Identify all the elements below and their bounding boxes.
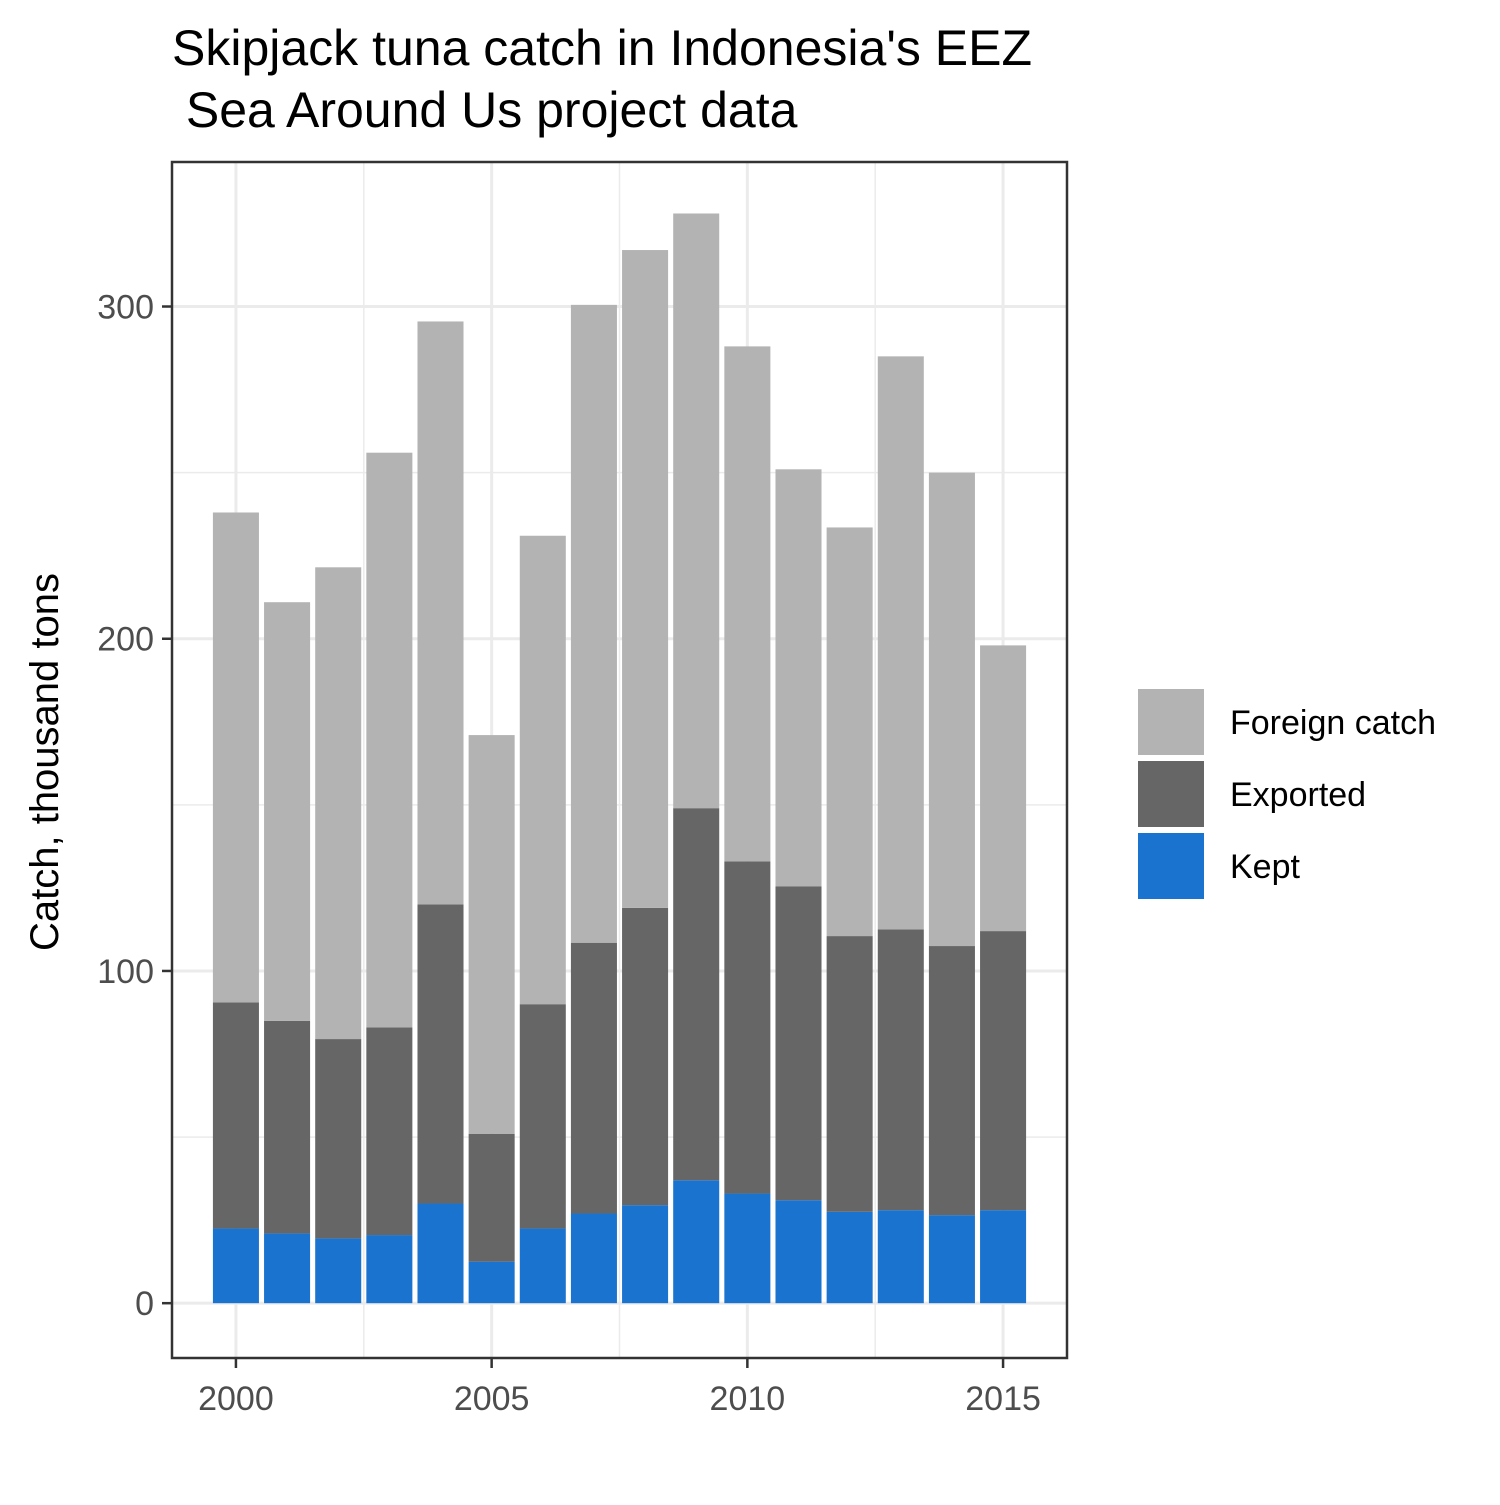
bar-exported-2007	[570, 942, 617, 1214]
x-tick-label-2015: 2015	[965, 1380, 1041, 1418]
x-tick-label-2000: 2000	[198, 1380, 274, 1418]
bar-kept-2008	[622, 1205, 669, 1304]
bar-kept-2010	[724, 1193, 771, 1304]
y-axis: 0 100 200 300	[97, 289, 172, 1323]
x-tick-label-2010: 2010	[710, 1380, 786, 1418]
chart-title: Skipjack tuna catch in Indonesia's EEZ S…	[172, 20, 1032, 138]
chart-title-line-2: Sea Around Us project data	[172, 82, 798, 138]
bar-exported-2013	[877, 929, 924, 1211]
bar-foreign-catch-2014	[928, 472, 975, 947]
bar-foreign-catch-2001	[264, 602, 311, 1021]
bar-kept-2004	[417, 1203, 464, 1304]
bar-kept-2007	[570, 1213, 617, 1304]
y-axis-title: Catch, thousand tons	[23, 573, 67, 951]
legend-label-foreign-catch: Foreign catch	[1230, 704, 1436, 742]
x-tick-label-2005: 2005	[454, 1380, 530, 1418]
legend-label-kept: Kept	[1230, 848, 1300, 886]
bar-foreign-catch-2000	[212, 512, 259, 1003]
bar-exported-2015	[980, 931, 1027, 1211]
bar-kept-2003	[366, 1235, 413, 1304]
bar-exported-2014	[928, 946, 975, 1216]
y-tick-label-300: 300	[97, 289, 154, 327]
legend-label-exported: Exported	[1230, 776, 1366, 814]
bar-kept-2001	[264, 1233, 311, 1304]
bar-kept-2011	[775, 1200, 822, 1304]
bar-kept-2015	[980, 1210, 1027, 1304]
bar-kept-2014	[928, 1215, 975, 1304]
bar-kept-2000	[212, 1228, 259, 1304]
bar-exported-2009	[673, 808, 720, 1181]
y-tick-label-200: 200	[97, 621, 154, 659]
legend-key-kept	[1138, 833, 1204, 899]
bar-foreign-catch-2008	[622, 250, 669, 908]
chart-title-line-1: Skipjack tuna catch in Indonesia's EEZ	[172, 20, 1032, 76]
bar-kept-2009	[673, 1180, 720, 1304]
legend-key-exported	[1138, 761, 1204, 827]
bar-exported-2010	[724, 861, 771, 1194]
bar-foreign-catch-2012	[826, 527, 873, 937]
y-tick-label-0: 0	[135, 1285, 154, 1323]
bar-exported-2001	[264, 1020, 311, 1234]
bar-foreign-catch-2013	[877, 356, 924, 930]
legend: Foreign catch Exported Kept	[1138, 689, 1436, 899]
bar-exported-2003	[366, 1027, 413, 1236]
bar-kept-2013	[877, 1210, 924, 1304]
bar-kept-2006	[519, 1228, 566, 1304]
bar-exported-2002	[315, 1039, 362, 1239]
bar-foreign-catch-2003	[366, 452, 413, 1028]
bar-exported-2006	[519, 1004, 566, 1229]
bar-exported-2012	[826, 936, 873, 1212]
bar-foreign-catch-2011	[775, 469, 822, 887]
bar-foreign-catch-2015	[980, 645, 1027, 932]
bar-foreign-catch-2004	[417, 321, 464, 905]
y-tick-label-100: 100	[97, 953, 154, 991]
bar-kept-2002	[315, 1238, 362, 1304]
bar-exported-2011	[775, 886, 822, 1201]
bar-group	[212, 213, 1027, 1304]
bar-exported-2000	[212, 1002, 259, 1229]
panel-border-rect	[170, 160, 1069, 1360]
bar-foreign-catch-2005	[468, 735, 515, 1134]
x-axis: 2000 2005 2010 2015	[198, 1358, 1041, 1418]
legend-key-foreign-catch	[1138, 689, 1204, 755]
bar-kept-2005	[468, 1261, 515, 1304]
plot-panel-border	[170, 160, 1069, 1360]
bar-foreign-catch-2010	[724, 346, 771, 862]
bar-kept-2012	[826, 1211, 873, 1304]
bar-exported-2008	[622, 907, 669, 1206]
bar-exported-2005	[468, 1133, 515, 1262]
bar-foreign-catch-2006	[519, 535, 566, 1005]
bar-exported-2004	[417, 904, 464, 1204]
bar-foreign-catch-2002	[315, 567, 362, 1040]
bar-foreign-catch-2009	[673, 213, 720, 809]
bar-foreign-catch-2007	[570, 304, 617, 943]
